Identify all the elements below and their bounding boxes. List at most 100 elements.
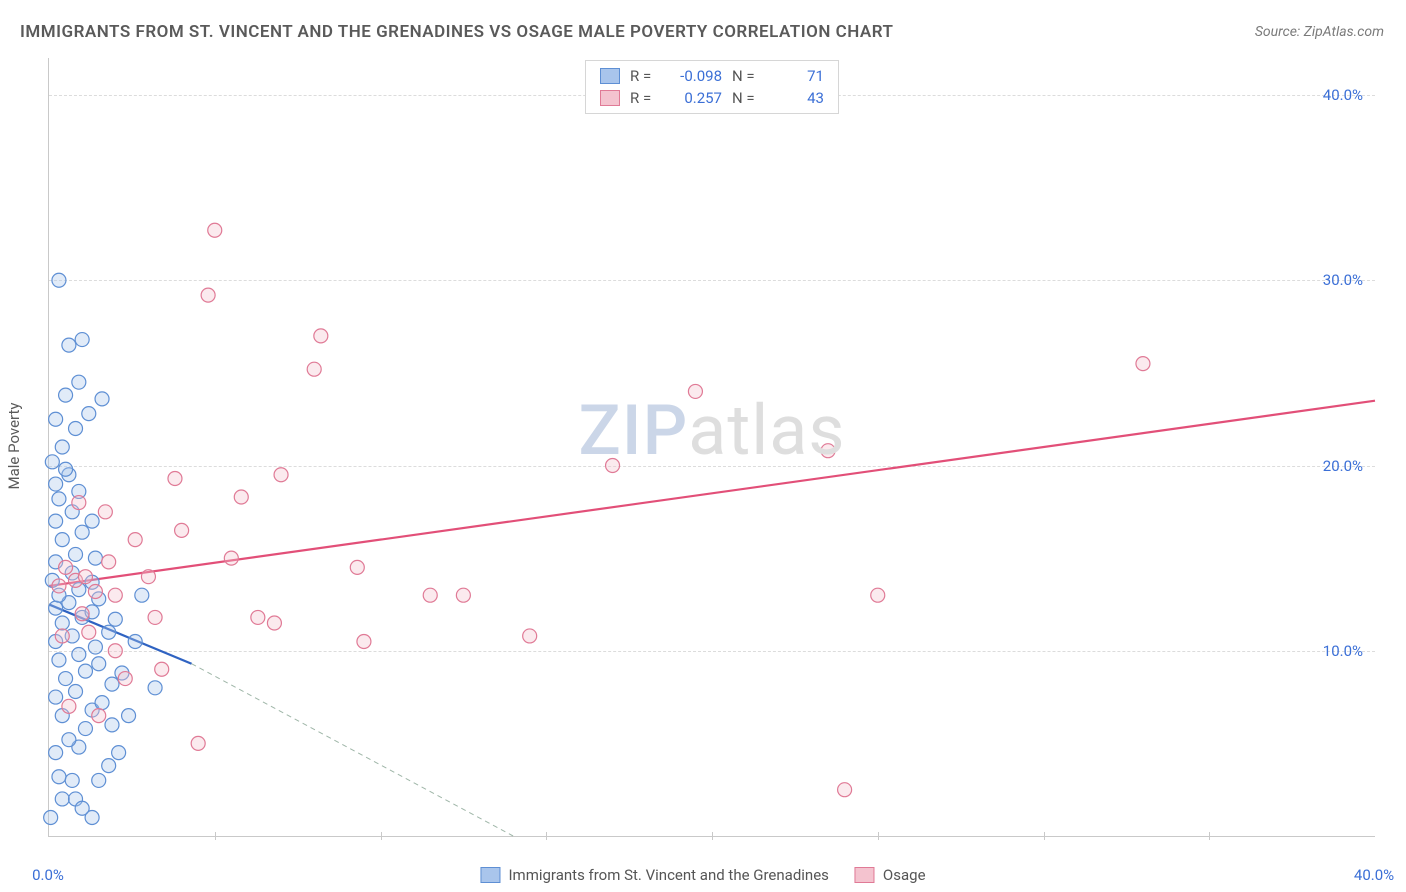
point-immigrants bbox=[49, 746, 63, 760]
bottom-legend: Immigrants from St. Vincent and the Gren… bbox=[480, 866, 925, 884]
point-osage bbox=[224, 551, 238, 565]
point-immigrants bbox=[69, 421, 83, 435]
point-osage bbox=[838, 783, 852, 797]
point-immigrants bbox=[92, 657, 106, 671]
point-immigrants bbox=[55, 792, 69, 806]
legend-item-immigrants: Immigrants from St. Vincent and the Gren… bbox=[480, 866, 828, 884]
point-immigrants bbox=[45, 455, 59, 469]
point-osage bbox=[141, 570, 155, 584]
point-osage bbox=[82, 625, 96, 639]
point-osage bbox=[606, 459, 620, 473]
point-osage bbox=[175, 523, 189, 537]
point-osage bbox=[59, 560, 73, 574]
point-immigrants bbox=[88, 551, 102, 565]
chart-title: IMMIGRANTS FROM ST. VINCENT AND THE GREN… bbox=[20, 22, 893, 42]
point-immigrants bbox=[69, 547, 83, 561]
point-immigrants bbox=[95, 392, 109, 406]
point-immigrants bbox=[105, 677, 119, 691]
point-immigrants bbox=[78, 722, 92, 736]
point-osage bbox=[102, 555, 116, 569]
point-osage bbox=[201, 288, 215, 302]
point-immigrants bbox=[62, 733, 76, 747]
point-immigrants bbox=[69, 685, 83, 699]
point-osage bbox=[118, 672, 132, 686]
point-immigrants bbox=[72, 647, 86, 661]
stats-legend: R = -0.098 N = 71 R = 0.257 N = 43 bbox=[585, 60, 839, 114]
point-osage bbox=[62, 699, 76, 713]
point-osage bbox=[52, 579, 66, 593]
R-value-immigrants: -0.098 bbox=[670, 65, 722, 87]
point-immigrants bbox=[75, 801, 89, 815]
source-label: Source: ZipAtlas.com bbox=[1255, 24, 1384, 40]
point-osage bbox=[274, 468, 288, 482]
swatch-immigrants-icon bbox=[480, 867, 500, 883]
point-immigrants bbox=[49, 477, 63, 491]
point-immigrants bbox=[62, 338, 76, 352]
point-immigrants bbox=[49, 514, 63, 528]
R-label: R = bbox=[630, 65, 660, 87]
point-immigrants bbox=[92, 773, 106, 787]
point-osage bbox=[92, 709, 106, 723]
point-osage bbox=[357, 635, 371, 649]
point-immigrants bbox=[52, 653, 66, 667]
point-immigrants bbox=[59, 672, 73, 686]
point-immigrants bbox=[75, 333, 89, 347]
point-immigrants bbox=[105, 718, 119, 732]
point-osage bbox=[128, 533, 142, 547]
N-label: N = bbox=[732, 87, 762, 109]
trend-line-ext-immigrants bbox=[192, 664, 514, 836]
x-tick-min: 0.0% bbox=[32, 866, 64, 884]
point-osage bbox=[168, 471, 182, 485]
R-value-osage: 0.257 bbox=[670, 87, 722, 109]
point-immigrants bbox=[49, 690, 63, 704]
point-osage bbox=[871, 588, 885, 602]
N-value-immigrants: 71 bbox=[772, 65, 824, 87]
point-immigrants bbox=[52, 492, 66, 506]
point-osage bbox=[523, 629, 537, 643]
point-immigrants bbox=[102, 625, 116, 639]
y-tick-40: 40.0% bbox=[1323, 86, 1363, 104]
legend-label-osage: Osage bbox=[883, 866, 926, 884]
stats-row-immigrants: R = -0.098 N = 71 bbox=[600, 65, 824, 87]
swatch-osage-icon bbox=[600, 90, 620, 106]
legend-label-immigrants: Immigrants from St. Vincent and the Gren… bbox=[508, 866, 828, 884]
point-immigrants bbox=[49, 412, 63, 426]
x-tick-max: 40.0% bbox=[1354, 866, 1394, 884]
point-osage bbox=[88, 584, 102, 598]
point-immigrants bbox=[59, 388, 73, 402]
point-osage bbox=[108, 644, 122, 658]
point-immigrants bbox=[102, 759, 116, 773]
point-osage bbox=[267, 616, 281, 630]
point-osage bbox=[55, 629, 69, 643]
point-immigrants bbox=[82, 407, 96, 421]
point-immigrants bbox=[148, 681, 162, 695]
y-tick-30: 30.0% bbox=[1323, 271, 1363, 289]
point-immigrants bbox=[108, 612, 122, 626]
point-immigrants bbox=[44, 810, 58, 824]
point-osage bbox=[75, 607, 89, 621]
legend-item-osage: Osage bbox=[855, 866, 926, 884]
y-tick-10: 10.0% bbox=[1323, 642, 1363, 660]
y-axis-label: Male Poverty bbox=[5, 403, 23, 490]
point-immigrants bbox=[52, 273, 66, 287]
swatch-immigrants-icon bbox=[600, 68, 620, 84]
point-osage bbox=[821, 444, 835, 458]
plot-area: ZIPatlas R =-0.098N =71R =0.257N =43 10.… bbox=[48, 58, 1375, 837]
point-osage bbox=[108, 588, 122, 602]
point-osage bbox=[1136, 357, 1150, 371]
N-value-osage: 43 bbox=[772, 87, 824, 109]
point-osage bbox=[307, 362, 321, 376]
point-osage bbox=[155, 662, 169, 676]
point-immigrants bbox=[135, 588, 149, 602]
point-osage bbox=[456, 588, 470, 602]
point-osage bbox=[72, 496, 86, 510]
point-immigrants bbox=[95, 696, 109, 710]
point-immigrants bbox=[75, 525, 89, 539]
R-label: R = bbox=[630, 87, 660, 109]
y-tick-20: 20.0% bbox=[1323, 457, 1363, 475]
point-immigrants bbox=[55, 440, 69, 454]
point-osage bbox=[234, 490, 248, 504]
point-osage bbox=[314, 329, 328, 343]
N-label: N = bbox=[732, 65, 762, 87]
swatch-osage-icon bbox=[855, 867, 875, 883]
